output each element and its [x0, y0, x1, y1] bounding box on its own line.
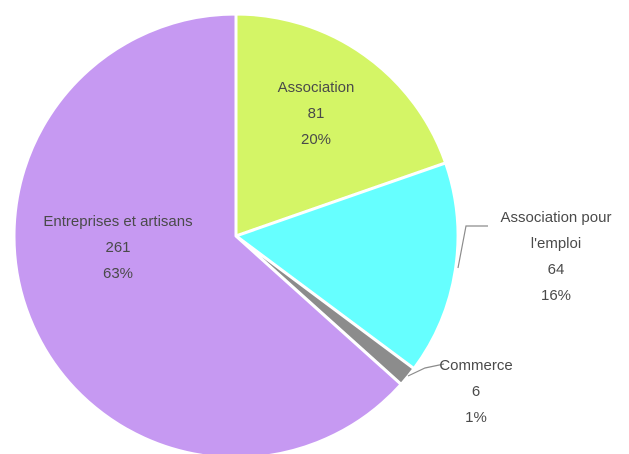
- slice-label-category: Association pour: [501, 209, 612, 226]
- slice-label-percent: 63%: [103, 265, 133, 282]
- leader-line-association-pour-l-emploi: [457, 225, 488, 269]
- pie-slice-entreprises-et-artisans: [12, 12, 403, 454]
- slice-label-category: Association: [278, 79, 355, 96]
- slice-label-entreprises-et-artisans: Entreprises et artisans 261 63%: [43, 213, 192, 282]
- leader-line-commerce: [407, 363, 445, 377]
- slice-label-percent: 20%: [301, 131, 331, 148]
- slice-label-value: 6: [472, 383, 480, 400]
- slice-label-category: Entreprises et artisans: [43, 213, 192, 230]
- slice-label-category: Commerce: [439, 357, 512, 374]
- pie-slices: [12, 12, 460, 454]
- slice-label-category: l'emploi: [531, 235, 581, 252]
- slice-labels: Association 81 20% Association pour l'emploi…: [43, 79, 611, 426]
- slice-label-value: 261: [105, 239, 130, 256]
- slice-label-value: 81: [308, 105, 325, 122]
- slice-label-association-pour-l-emploi: Association pour l'emploi 64 16%: [501, 209, 612, 304]
- slice-label-association: Association 81 20%: [278, 79, 355, 148]
- leader-lines: [407, 225, 488, 377]
- slice-label-percent: 16%: [541, 287, 571, 304]
- slice-label-percent: 1%: [465, 409, 487, 426]
- slice-label-commerce: Commerce 6 1%: [439, 357, 512, 426]
- slice-label-value: 64: [548, 261, 565, 278]
- pie-slice-association-pour-l-emploi: [234, 161, 460, 371]
